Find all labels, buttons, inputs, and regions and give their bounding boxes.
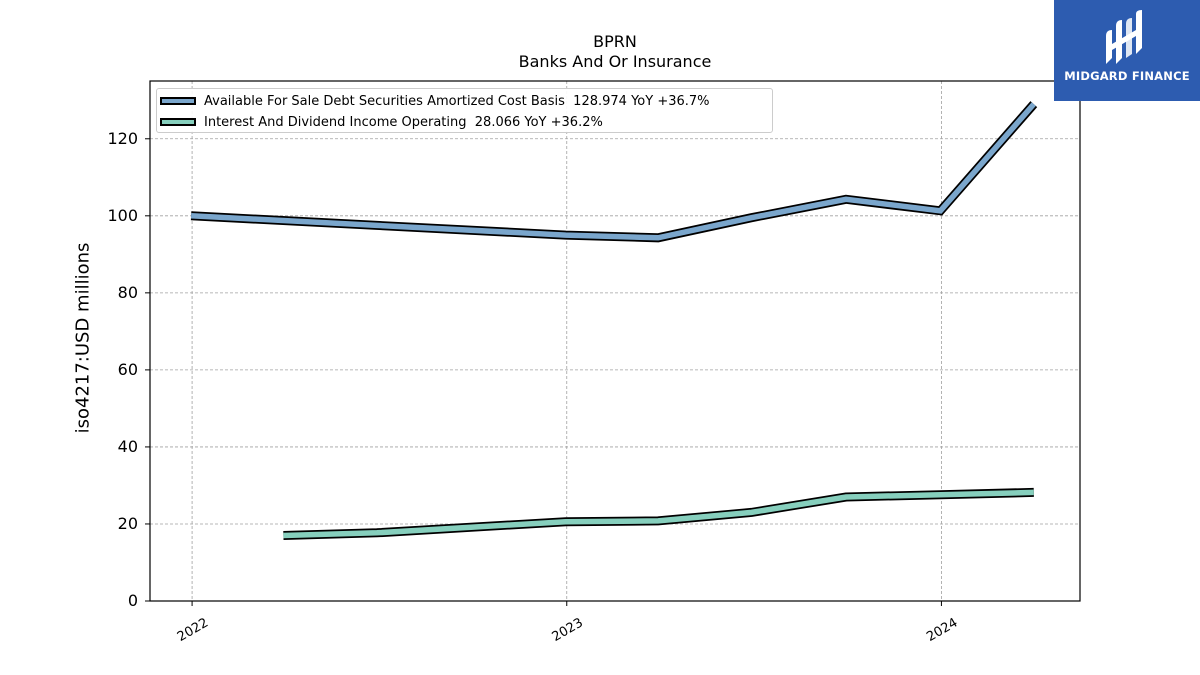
chart-title: BPRN <box>593 32 637 51</box>
legend-item-interest: Interest And Dividend Income Operating 2… <box>160 113 603 131</box>
logo-text: MIDGARD FINANCE <box>1064 69 1190 83</box>
y-tick-label: 120 <box>107 129 138 148</box>
chart-legend: Available For Sale Debt Securities Amort… <box>156 88 773 133</box>
plot-frame <box>149 80 1081 602</box>
y-tick-label: 100 <box>107 206 138 225</box>
x-tick-label: 2022 <box>175 615 211 645</box>
chart-subtitle: Banks And Or Insurance <box>518 52 712 71</box>
midgard-logo-icon <box>1106 10 1142 64</box>
y-tick-label: 40 <box>118 437 138 456</box>
y-tick-label: 20 <box>118 514 138 533</box>
x-tick-label: 2024 <box>924 615 960 645</box>
series-line <box>283 489 1034 539</box>
x-axis: 2022 2023 2024 <box>175 601 960 645</box>
series-lines <box>190 101 1038 540</box>
legend-swatch-securities <box>160 97 196 105</box>
y-tick-label: 80 <box>118 283 138 302</box>
y-tick-label: 60 <box>118 360 138 379</box>
legend-item-securities: Available For Sale Debt Securities Amort… <box>160 92 710 110</box>
series-line <box>190 102 1036 241</box>
brand-logo: MIDGARD FINANCE <box>1054 0 1200 101</box>
grid-lines <box>150 81 1080 601</box>
y-axis: 0 20 40 60 80 100 120 <box>107 129 150 610</box>
legend-label-interest: Interest And Dividend Income Operating 2… <box>204 114 603 130</box>
x-tick-label: 2023 <box>550 615 586 645</box>
y-axis-label: iso4217:USD millions <box>72 242 94 434</box>
y-tick-label: 0 <box>128 591 138 610</box>
legend-label-securities: Available For Sale Debt Securities Amort… <box>204 93 710 109</box>
legend-swatch-interest <box>160 118 196 126</box>
